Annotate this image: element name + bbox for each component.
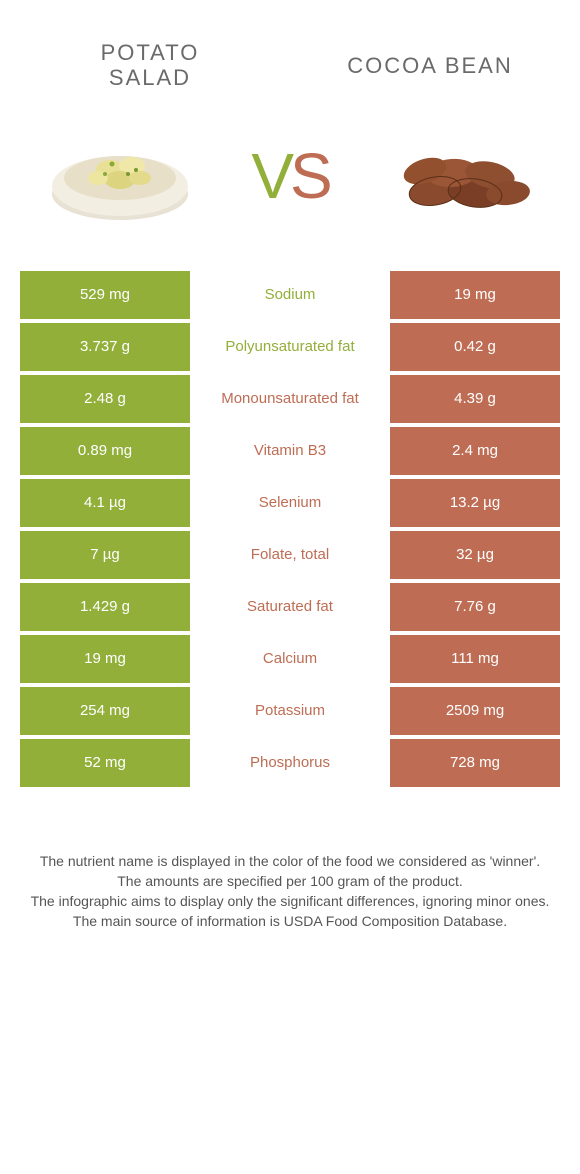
vs-s: S bbox=[290, 139, 329, 213]
table-row: 7 µgFolate, total32 µg bbox=[20, 531, 560, 579]
nutrient-label: Selenium bbox=[190, 479, 390, 527]
footer-line-4: The main source of information is USDA F… bbox=[30, 911, 550, 931]
left-value: 19 mg bbox=[20, 635, 190, 683]
left-food-title: POTATO SALAD bbox=[60, 40, 240, 91]
right-value: 19 mg bbox=[390, 271, 560, 319]
left-value: 4.1 µg bbox=[20, 479, 190, 527]
nutrient-label: Sodium bbox=[190, 271, 390, 319]
potato-salad-image bbox=[40, 111, 200, 241]
right-value: 728 mg bbox=[390, 739, 560, 787]
footer-notes: The nutrient name is displayed in the co… bbox=[0, 791, 580, 932]
right-value: 111 mg bbox=[390, 635, 560, 683]
nutrient-label: Monounsaturated fat bbox=[190, 375, 390, 423]
nutrient-label: Phosphorus bbox=[190, 739, 390, 787]
footer-line-2: The amounts are specified per 100 gram o… bbox=[30, 871, 550, 891]
images-row: VS bbox=[0, 101, 580, 271]
left-value: 529 mg bbox=[20, 271, 190, 319]
right-value: 7.76 g bbox=[390, 583, 560, 631]
table-row: 0.89 mgVitamin B32.4 mg bbox=[20, 427, 560, 475]
left-value: 52 mg bbox=[20, 739, 190, 787]
right-value: 32 µg bbox=[390, 531, 560, 579]
vs-label: VS bbox=[251, 139, 328, 213]
left-value: 0.89 mg bbox=[20, 427, 190, 475]
right-value: 13.2 µg bbox=[390, 479, 560, 527]
left-value: 7 µg bbox=[20, 531, 190, 579]
footer-line-1: The nutrient name is displayed in the co… bbox=[30, 851, 550, 871]
left-value: 254 mg bbox=[20, 687, 190, 735]
right-value: 2.4 mg bbox=[390, 427, 560, 475]
left-value: 3.737 g bbox=[20, 323, 190, 371]
right-food-title: COCOA BEAN bbox=[340, 53, 520, 78]
table-row: 3.737 gPolyunsaturated fat0.42 g bbox=[20, 323, 560, 371]
header: POTATO SALAD COCOA BEAN bbox=[0, 0, 580, 101]
cocoa-bean-image bbox=[380, 111, 540, 241]
table-row: 254 mgPotassium2509 mg bbox=[20, 687, 560, 735]
right-value: 0.42 g bbox=[390, 323, 560, 371]
nutrient-label: Polyunsaturated fat bbox=[190, 323, 390, 371]
left-value: 1.429 g bbox=[20, 583, 190, 631]
nutrient-label: Potassium bbox=[190, 687, 390, 735]
vs-v: V bbox=[251, 139, 290, 213]
table-row: 4.1 µgSelenium13.2 µg bbox=[20, 479, 560, 527]
footer-line-3: The infographic aims to display only the… bbox=[30, 891, 550, 911]
nutrient-label: Folate, total bbox=[190, 531, 390, 579]
comparison-table: 529 mgSodium19 mg3.737 gPolyunsaturated … bbox=[20, 271, 560, 787]
right-value: 4.39 g bbox=[390, 375, 560, 423]
table-row: 19 mgCalcium111 mg bbox=[20, 635, 560, 683]
nutrient-label: Saturated fat bbox=[190, 583, 390, 631]
nutrient-label: Vitamin B3 bbox=[190, 427, 390, 475]
right-value: 2509 mg bbox=[390, 687, 560, 735]
table-row: 529 mgSodium19 mg bbox=[20, 271, 560, 319]
table-row: 52 mgPhosphorus728 mg bbox=[20, 739, 560, 787]
nutrient-label: Calcium bbox=[190, 635, 390, 683]
table-row: 1.429 gSaturated fat7.76 g bbox=[20, 583, 560, 631]
table-row: 2.48 gMonounsaturated fat4.39 g bbox=[20, 375, 560, 423]
left-value: 2.48 g bbox=[20, 375, 190, 423]
